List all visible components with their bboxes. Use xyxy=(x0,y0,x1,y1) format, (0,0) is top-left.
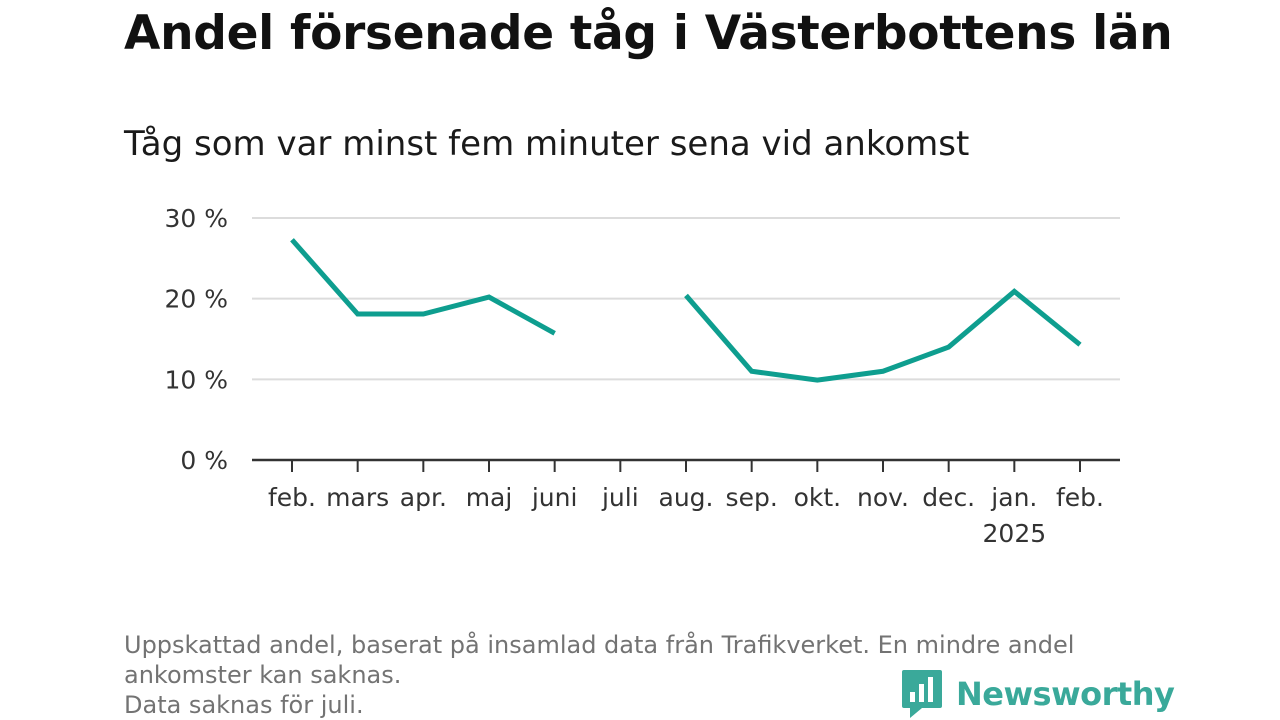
x-tick-label: nov. xyxy=(857,483,909,512)
chart-subtitle: Tåg som var minst fem minuter sena vid a… xyxy=(124,124,970,164)
line-chart: 0 % 10 % 20 % 30 % feb. mars apr. maj juni juli a… xyxy=(164,204,1120,548)
bar-chart-speech-bubble-icon xyxy=(902,670,942,718)
footnote-line-1: Uppskattad andel, baserat på insamlad da… xyxy=(124,631,1075,659)
x-tick-label: sep. xyxy=(726,483,778,512)
x-tick-label: okt. xyxy=(794,483,842,512)
footnote-line-2: ankomster kan saknas. xyxy=(124,661,402,689)
y-tick-label: 10 % xyxy=(164,365,228,394)
x-tick-label: dec. xyxy=(922,483,975,512)
x-tick-label: jan. xyxy=(990,483,1037,512)
x-tick-label: mars xyxy=(326,483,389,512)
brand-logo: Newsworthy xyxy=(900,668,1175,720)
x-tick-label: maj xyxy=(466,483,513,512)
brand-name: Newsworthy xyxy=(956,675,1175,713)
series-lines xyxy=(290,238,1082,383)
x-tick-label: feb. xyxy=(1056,483,1104,512)
x-tick-label: juni xyxy=(531,483,578,512)
x-tick-label: apr. xyxy=(400,483,447,512)
y-axis: 0 % 10 % 20 % 30 % xyxy=(164,204,228,475)
x-tick-label: feb. xyxy=(268,483,316,512)
series-line xyxy=(684,288,1082,383)
footnote: Uppskattad andel, baserat på insamlad da… xyxy=(124,630,1164,720)
footnote-line-3: Data saknas för juli. xyxy=(124,691,364,719)
x-tick-label: juli xyxy=(601,483,639,512)
x-tick-label: aug. xyxy=(659,483,714,512)
series-line xyxy=(290,238,556,336)
x-axis: feb. mars apr. maj juni juli aug. sep. okt. nov. d… xyxy=(252,458,1120,548)
y-tick-label: 0 % xyxy=(180,446,228,475)
y-tick-label: 30 % xyxy=(164,204,228,233)
y-tick-label: 20 % xyxy=(164,285,228,314)
x-tick-sublabel: 2025 xyxy=(983,519,1047,548)
chart-title: Andel försenade tåg i Västerbottens län xyxy=(124,6,1173,61)
